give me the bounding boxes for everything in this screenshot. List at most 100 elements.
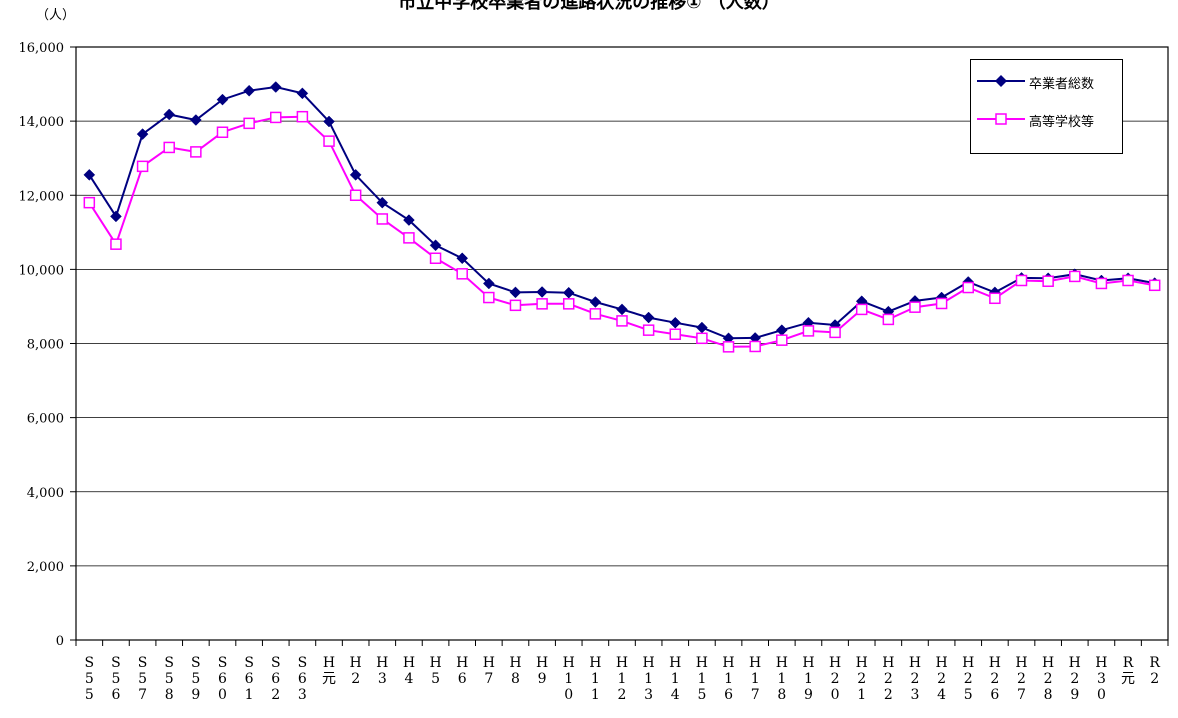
x-tick-label: H9 xyxy=(536,655,548,687)
x-tick-label-char: 6 xyxy=(724,687,733,703)
x-tick-label-char: 5 xyxy=(191,671,200,687)
x-tick-label-char: 2 xyxy=(831,671,840,687)
x-tick-label: H29 xyxy=(1069,655,1081,703)
x-tick-label: S57 xyxy=(138,655,148,703)
x-tick-label: H19 xyxy=(802,655,814,703)
x-tick-label: H10 xyxy=(563,655,575,703)
x-tick-label-char: H xyxy=(696,655,708,671)
x-tick-label-char: H xyxy=(776,655,788,671)
y-tick-label: 10,000 xyxy=(19,263,65,278)
x-tick-label-char: 9 xyxy=(1070,687,1079,703)
x-tick-label-char: S xyxy=(244,655,254,671)
y-axis-unit-label: （人） xyxy=(36,8,76,23)
x-tick-label: H20 xyxy=(829,655,841,703)
data-point-highschool xyxy=(1122,274,1134,287)
data-point-total xyxy=(190,114,202,126)
x-tick-label: H25 xyxy=(962,655,974,703)
data-point-highschool xyxy=(163,141,175,154)
x-tick-label: H13 xyxy=(643,655,655,703)
x-tick-label: H7 xyxy=(483,655,495,687)
x-tick-label-char: H xyxy=(829,655,841,671)
y-tick-label: 8,000 xyxy=(27,338,64,353)
legend-swatch-total xyxy=(977,75,1025,87)
x-tick-label: S61 xyxy=(244,655,254,703)
x-tick-label-char: 5 xyxy=(431,671,440,687)
x-tick-label-char: 1 xyxy=(671,671,680,687)
data-point-highschool xyxy=(1015,274,1028,287)
data-point-highschool xyxy=(136,160,149,173)
x-tick-label-char: S xyxy=(138,655,148,671)
x-tick-label-char: H xyxy=(936,655,948,671)
x-tick-label-char: H xyxy=(589,655,601,671)
x-tick-label: S60 xyxy=(218,655,228,703)
data-point-total xyxy=(163,108,176,121)
x-tick-label-char: R xyxy=(1123,655,1134,671)
data-point-total xyxy=(296,87,309,100)
x-tick-label-char: 1 xyxy=(591,687,600,703)
data-point-total xyxy=(456,252,469,265)
data-point-highschool xyxy=(243,117,255,130)
x-tick-label: H26 xyxy=(989,655,1001,703)
x-tick-label-char: 3 xyxy=(911,687,920,703)
x-tick-label-char: 2 xyxy=(937,671,946,687)
x-tick-label-char: 9 xyxy=(804,687,813,703)
x-tick-label-char: H xyxy=(456,655,468,671)
x-tick-label-char: 9 xyxy=(191,687,200,703)
x-tick-label-char: 3 xyxy=(644,687,653,703)
data-point-highschool xyxy=(323,135,335,147)
x-tick-label-char: H xyxy=(962,655,974,671)
data-point-highschool xyxy=(616,315,628,327)
x-tick-label-char: 3 xyxy=(298,687,307,703)
x-tick-label-char: 1 xyxy=(857,687,866,703)
x-tick-label: S55 xyxy=(85,655,95,703)
x-tick-label-char: 6 xyxy=(990,687,999,703)
x-tick-label: H4 xyxy=(403,655,415,687)
x-tick-label-char: 5 xyxy=(138,671,147,687)
data-point-highschool xyxy=(669,328,682,340)
x-tick-label-char: 2 xyxy=(618,687,627,703)
x-tick-label: H18 xyxy=(776,655,788,703)
data-point-highschool xyxy=(749,340,761,353)
x-tick-label-char: S xyxy=(164,655,174,671)
y-tick-label: 6,000 xyxy=(27,412,64,427)
x-tick-label-char: H xyxy=(536,655,548,671)
x-tick-label-char: 3 xyxy=(378,671,387,687)
x-tick-label-char: 0 xyxy=(831,687,840,703)
x-tick-label-char: 1 xyxy=(697,671,706,687)
x-tick-label-char: 7 xyxy=(1017,687,1026,703)
x-tick-label-char: H xyxy=(1042,655,1054,671)
x-tick-label-char: 8 xyxy=(1044,687,1053,703)
x-tick-label-char: 2 xyxy=(884,687,893,703)
x-tick-label-char: H xyxy=(989,655,1001,671)
data-point-highschool xyxy=(642,324,655,336)
data-point-total xyxy=(562,286,575,299)
data-point-highschool xyxy=(1069,270,1081,283)
data-point-highschool xyxy=(456,268,468,280)
x-tick-label: S58 xyxy=(164,655,174,703)
legend-label-total: 卒業者総数 xyxy=(1029,77,1095,92)
data-point-total xyxy=(669,316,682,329)
x-tick-label-char: 2 xyxy=(1070,671,1079,687)
data-point-highschool xyxy=(776,334,788,346)
data-point-highschool xyxy=(962,281,974,294)
data-point-highschool xyxy=(270,111,282,124)
data-point-highschool xyxy=(882,313,895,326)
x-tick-label-char: 5 xyxy=(165,671,174,687)
data-point-total xyxy=(642,311,655,324)
plot-area-frame xyxy=(75,46,1169,641)
legend-label-highschool: 高等学校等 xyxy=(1029,115,1095,130)
x-tick-label-char: 0 xyxy=(218,687,227,703)
data-point-total xyxy=(349,169,362,181)
data-point-total xyxy=(403,214,415,226)
data-point-total xyxy=(589,296,602,308)
x-tick-label-char: S xyxy=(218,655,228,671)
x-tick-label-char: H xyxy=(429,655,441,671)
x-tick-label-char: H xyxy=(509,655,521,671)
x-tick-label: H22 xyxy=(882,655,894,703)
data-point-highschool xyxy=(562,298,575,310)
data-point-total xyxy=(269,81,282,93)
x-tick-label-char: H xyxy=(909,655,921,671)
x-tick-label-char: H xyxy=(1069,655,1081,671)
x-tick-label-char: 9 xyxy=(538,671,547,687)
x-tick-label-char: 2 xyxy=(1044,671,1053,687)
